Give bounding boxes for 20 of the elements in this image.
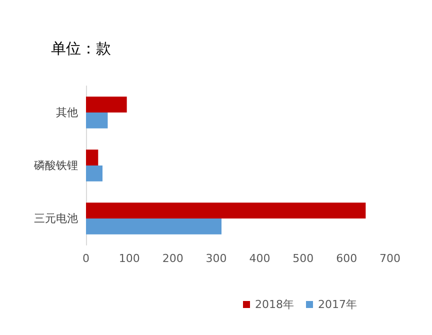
- chart-title: 单位：款: [51, 40, 111, 58]
- x-tick-label: 700: [380, 252, 400, 265]
- x-tick-label: 100: [118, 252, 140, 265]
- bar: [86, 166, 103, 182]
- y-tick-label: 磷酸铁锂: [33, 159, 78, 172]
- legend-label: 2018年: [255, 298, 294, 311]
- y-tick-label: 三元电池: [34, 212, 78, 225]
- x-tick-label: 600: [336, 252, 358, 265]
- bar: [86, 150, 98, 166]
- x-tick-label: 300: [206, 252, 227, 265]
- bar: [86, 112, 108, 128]
- legend-label: 2017年: [318, 298, 357, 311]
- x-tick-label: 400: [249, 252, 270, 265]
- bar: [86, 202, 366, 218]
- bar: [86, 218, 222, 234]
- x-tick-label: 200: [162, 252, 184, 265]
- x-tick-label: 500: [292, 252, 314, 265]
- y-tick-label: 其他: [56, 106, 78, 119]
- x-tick-label: 0: [82, 252, 90, 265]
- bar: [86, 96, 127, 112]
